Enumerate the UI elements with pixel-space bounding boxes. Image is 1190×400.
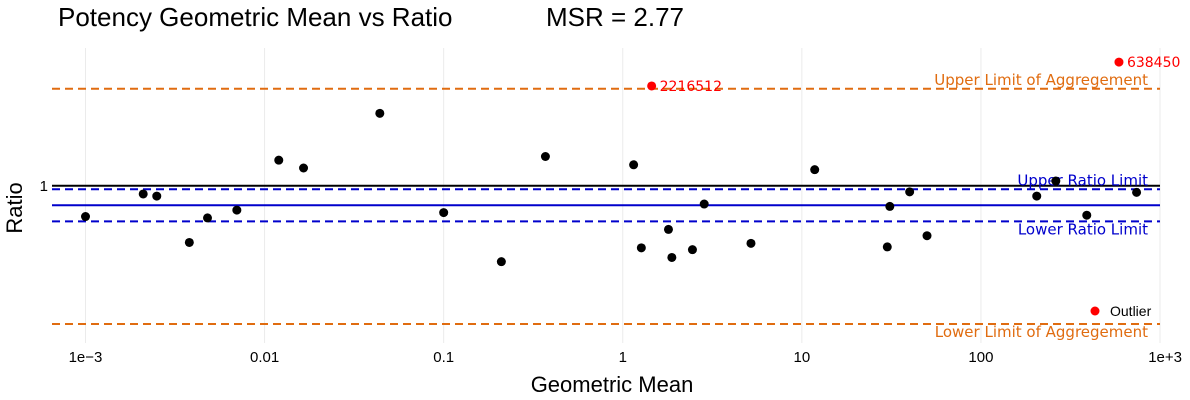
data-point [375,108,385,118]
data-point [885,201,895,211]
y-axis-title: Ratio [2,182,27,233]
data-point [496,257,506,267]
data-point [810,165,820,175]
data-point [882,242,892,252]
legend-outlier-swatch [1090,306,1100,316]
data-point [274,155,284,165]
chart-subtitle: MSR = 2.77 [546,2,684,32]
x-tick-label: 10 [793,349,810,366]
outlier-point [1114,57,1124,67]
reference-line-label: Lower Limit of Aggregement [935,323,1148,341]
data-point [922,231,932,241]
x-axis-title: Geometric Mean [531,372,694,397]
outlier-point [647,81,657,91]
outlier-label: 2216512 [660,79,722,95]
data-point [138,189,148,199]
reference-line-label: Upper Limit of Aggregement [934,71,1148,89]
data-point [232,205,242,215]
outlier-label: 638450 [1127,55,1180,71]
data-point [299,163,309,173]
x-tick-label: 100 [968,349,993,366]
y-tick-label: 1 [40,178,48,195]
data-point [1082,210,1092,220]
ticks: 1e−3 0.01 0.1 1 10 100 1e+3 1 [40,178,1182,366]
data-point [1132,187,1142,197]
data-point [746,238,756,248]
data-point [540,151,550,161]
data-point [1032,191,1042,201]
data-point [439,208,449,218]
x-tick-label: 0.01 [250,349,279,366]
data-point [663,224,673,234]
x-tick-label: 1e−3 [69,349,103,366]
data-point [203,213,213,223]
data-point [629,160,639,170]
data-point [1051,176,1061,186]
data-point [905,187,915,197]
data-point [184,237,194,247]
chart-title: Potency Geometric Mean vs Ratio [58,2,453,32]
data-point [667,252,677,262]
x-tick-label: 0.1 [433,349,454,366]
data-point [687,245,697,255]
legend-outlier-label: Outlier [1110,303,1152,319]
data-point [636,243,646,253]
data-point [699,199,709,209]
grid [85,48,1161,343]
legend: Outlier [1090,303,1152,319]
reference-line-label: Upper Ratio Limit [1017,171,1148,189]
data-point [81,212,91,222]
reference-lines: Upper Limit of Aggregement Upper Ratio Li… [52,71,1160,341]
data-point [152,191,162,201]
reference-line-label: Lower Ratio Limit [1018,220,1148,238]
x-tick-label: 1e+3 [1148,349,1182,366]
data-points: 2216512 638450 [81,55,1180,267]
x-tick-label: 1 [619,349,627,366]
